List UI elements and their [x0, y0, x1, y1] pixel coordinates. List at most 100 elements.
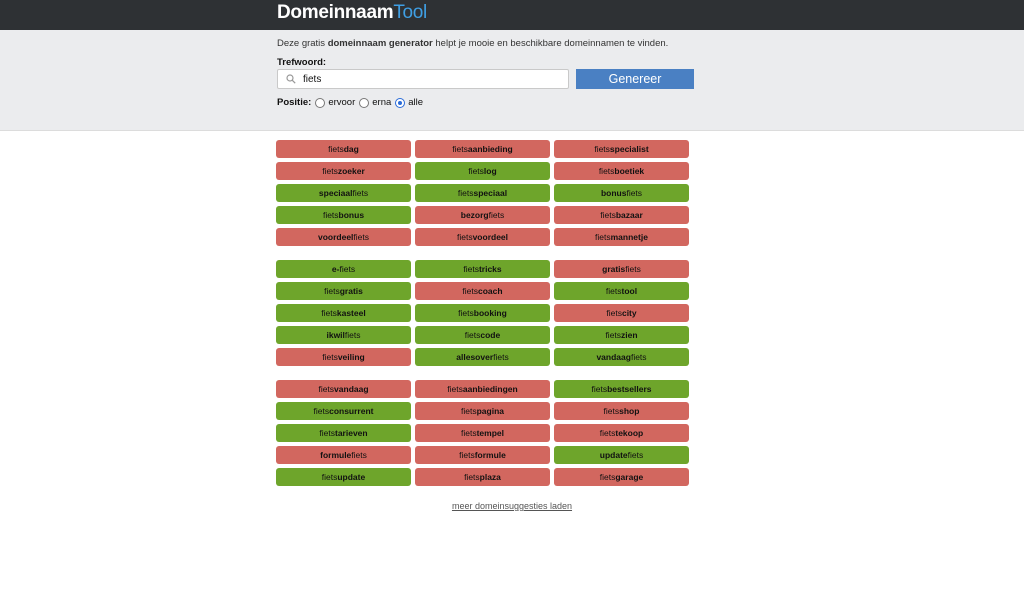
domain-suggestion[interactable]: fiets formule	[415, 446, 550, 464]
domain-suggestion[interactable]: formule fiets	[276, 446, 411, 464]
position-option-alle[interactable]: alle	[395, 97, 423, 108]
logo-part-2: Tool	[393, 2, 427, 23]
domain-part-post: fiets	[630, 352, 647, 362]
domain-suggestion[interactable]: fiets veiling	[276, 348, 411, 366]
domain-suggestion[interactable]: fiets vandaag	[276, 380, 411, 398]
domain-suggestion[interactable]: bonus fiets	[554, 184, 689, 202]
domain-part-pre: fiets	[600, 210, 616, 220]
domain-part-pre: fiets	[595, 232, 611, 242]
domain-suggestion[interactable]: update fiets	[554, 446, 689, 464]
domain-suggestion[interactable]: fiets tricks	[415, 260, 550, 278]
domain-part-pre: fiets	[606, 308, 622, 318]
domain-suggestion[interactable]: fiets consurrent	[276, 402, 411, 420]
domain-part-bold: kasteel	[336, 308, 366, 318]
radio-label-ervoor[interactable]: ervoor	[328, 97, 356, 108]
domain-suggestion[interactable]: fiets code	[415, 326, 550, 344]
top-bar: DomeinnaamTool	[0, 0, 1024, 30]
domain-part-pre: fiets	[468, 166, 484, 176]
domain-part-pre: fiets	[599, 472, 616, 482]
domain-suggestion[interactable]: fiets bonus	[276, 206, 411, 224]
domain-suggestion[interactable]: fiets coach	[415, 282, 550, 300]
domain-suggestion[interactable]: e-fiets	[276, 260, 411, 278]
position-option-ervoor[interactable]: ervoor	[315, 97, 355, 108]
domain-part-bold: garage	[615, 472, 644, 482]
domain-part-pre: fiets	[594, 144, 610, 154]
domain-suggestion[interactable]: ikwil fiets	[276, 326, 411, 344]
generate-button[interactable]: Genereer	[576, 69, 694, 89]
position-option-erna[interactable]: erna	[359, 97, 391, 108]
domain-suggestion[interactable]: fiets pagina	[415, 402, 550, 420]
keyword-search-box[interactable]	[277, 69, 569, 89]
domain-part-bold: e-	[331, 264, 340, 274]
domain-suggestion[interactable]: fiets tool	[554, 282, 689, 300]
intro-after: helpt je mooie en beschikbare domeinname…	[432, 38, 669, 49]
intro-text: Deze gratis domeinnaam generator helpt j…	[277, 38, 668, 49]
domain-suggestion[interactable]: fiets zien	[554, 326, 689, 344]
domain-suggestion[interactable]: fiets update	[276, 468, 411, 486]
domain-suggestion[interactable]: fiets tempel	[415, 424, 550, 442]
domain-suggestion[interactable]: speciaal fiets	[276, 184, 411, 202]
domain-suggestion[interactable]: fiets specialist	[554, 140, 689, 158]
domain-suggestion[interactable]: fiets dag	[276, 140, 411, 158]
domain-results: fiets dag fiets aanbieding fiets specialist fi…	[276, 140, 689, 500]
domain-suggestion[interactable]: gratis fiets	[554, 260, 689, 278]
domain-suggestion[interactable]: allesover fiets	[415, 348, 550, 366]
domain-suggestion[interactable]: fiets tarieven	[276, 424, 411, 442]
domain-part-bold: formule	[474, 450, 506, 460]
domain-part-bold: gratis	[602, 264, 626, 274]
domain-part-bold: zien	[621, 330, 638, 340]
domain-suggestion[interactable]: fiets plaza	[415, 468, 550, 486]
domain-suggestion[interactable]: fiets zoeker	[276, 162, 411, 180]
domain-suggestion[interactable]: voordeel fiets	[276, 228, 411, 246]
domain-suggestion[interactable]: fiets mannetje	[554, 228, 689, 246]
domain-suggestion[interactable]: fiets bestsellers	[554, 380, 689, 398]
keyword-input[interactable]	[303, 72, 563, 87]
domain-part-bold: bonus	[338, 210, 365, 220]
domain-part-bold: consurrent	[329, 406, 374, 416]
radio-label-erna[interactable]: erna	[372, 97, 392, 108]
radio-label-alle[interactable]: alle	[408, 97, 424, 108]
domain-part-bold: update	[599, 450, 628, 460]
domain-suggestion[interactable]: fiets tekoop	[554, 424, 689, 442]
domain-part-bold: tempel	[476, 428, 504, 438]
domain-suggestion[interactable]: fiets log	[415, 162, 550, 180]
domain-suggestion[interactable]: fiets booking	[415, 304, 550, 322]
domain-suggestion[interactable]: fiets bazaar	[554, 206, 689, 224]
domain-suggestion[interactable]: fiets voordeel	[415, 228, 550, 246]
domain-part-pre: fiets	[322, 166, 338, 176]
domain-part-bold: dag	[343, 144, 359, 154]
domain-part-pre: fiets	[599, 428, 616, 438]
domain-suggestion[interactable]: fiets city	[554, 304, 689, 322]
domain-part-pre: fiets	[591, 384, 608, 394]
domain-part-pre: fiets	[322, 352, 338, 362]
domain-part-bold: tarieven	[334, 428, 368, 438]
domain-part-bold: tool	[621, 286, 638, 296]
domain-suggestion[interactable]: fiets shop	[554, 402, 689, 420]
domain-part-bold: ikwil	[326, 330, 345, 340]
domain-part-bold: booking	[473, 308, 507, 318]
domain-suggestion[interactable]: fiets speciaal	[415, 184, 550, 202]
radio-erna[interactable]	[359, 97, 370, 108]
domain-suggestion[interactable]: fiets boetiek	[554, 162, 689, 180]
domain-suggestion[interactable]: vandaag fiets	[554, 348, 689, 366]
load-more-link[interactable]: meer domeinsuggesties laden	[451, 501, 573, 511]
domain-part-bold: update	[337, 472, 366, 482]
domain-part-pre: fiets	[328, 144, 344, 154]
domain-part-pre: fiets	[462, 286, 478, 296]
domain-suggestion[interactable]: fiets garage	[554, 468, 689, 486]
domain-part-pre: fiets	[459, 450, 475, 460]
radio-ervoor[interactable]	[315, 97, 326, 108]
domain-part-pre: fiets	[461, 406, 477, 416]
domain-part-bold: formule	[320, 450, 352, 460]
site-logo[interactable]: DomeinnaamTool	[277, 2, 427, 24]
radio-alle[interactable]	[395, 97, 406, 108]
domain-suggestion[interactable]: fiets gratis	[276, 282, 411, 300]
domain-part-bold: bestsellers	[607, 384, 652, 394]
domain-suggestion[interactable]: fiets kasteel	[276, 304, 411, 322]
domain-part-bold: aanbiedingen	[462, 384, 518, 394]
domain-suggestion[interactable]: fiets aanbiedingen	[415, 380, 550, 398]
domain-part-post: fiets	[339, 264, 356, 274]
domain-suggestion[interactable]: bezorg fiets	[415, 206, 550, 224]
domain-part-pre: fiets	[319, 428, 335, 438]
domain-suggestion[interactable]: fiets aanbieding	[415, 140, 550, 158]
